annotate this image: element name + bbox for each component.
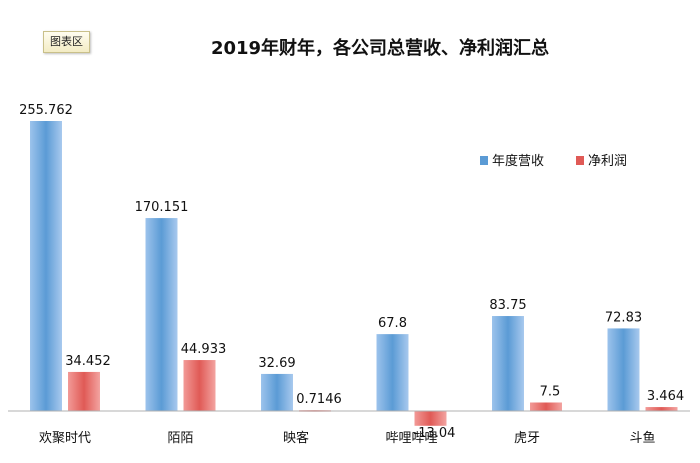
legend-label-1: 净利润 [588,154,627,169]
category-label-4: 虎牙 [514,431,540,446]
category-label-5: 斗鱼 [629,430,655,446]
revenue-bar-0 [30,121,62,411]
chart-title: 2019年财年，各公司总营收、净利润汇总 [210,38,550,59]
revenue-bar-4 [492,316,524,411]
revenue-label-2: 32.69 [258,356,295,371]
revenue-label-1: 170.151 [135,200,189,215]
legend-swatch-0 [480,156,488,165]
category-label-2: 映客 [283,430,309,446]
profit-bar-5 [645,407,678,411]
chart-area-tooltip: 图表区 [43,31,90,53]
profit-label-4: 7.5 [540,384,561,399]
profit-label-3: -13.04 [414,426,456,441]
profit-label-1: 44.933 [181,342,227,357]
revenue-bar-5 [607,328,640,411]
category-label-3: 哔哩哔哩 [385,431,437,446]
revenue-bar-3 [376,334,409,411]
category-label-0: 欢聚时代 [39,431,91,446]
legend-swatch-1 [576,156,584,165]
revenue-label-5: 72.83 [605,310,642,325]
profit-bar-0 [68,371,100,411]
legend: 年度营收 净利润 [480,153,627,169]
profit-label-2: 0.7146 [296,392,342,407]
legend-label-0: 年度营收 [492,153,544,169]
revenue-label-3: 67.8 [378,316,407,331]
profit-label-5: 3.464 [647,389,684,404]
profit-label-0: 34.452 [65,354,111,369]
revenue-bar-2 [261,373,293,411]
profit-bar-3 [414,411,447,426]
revenue-label-0: 255.762 [19,103,73,118]
category-label-1: 陌陌 [167,431,193,446]
profit-bar-1 [183,360,216,411]
revenue-label-4: 83.75 [489,298,526,313]
revenue-bar-1 [145,218,178,411]
profit-bar-4 [530,402,562,411]
